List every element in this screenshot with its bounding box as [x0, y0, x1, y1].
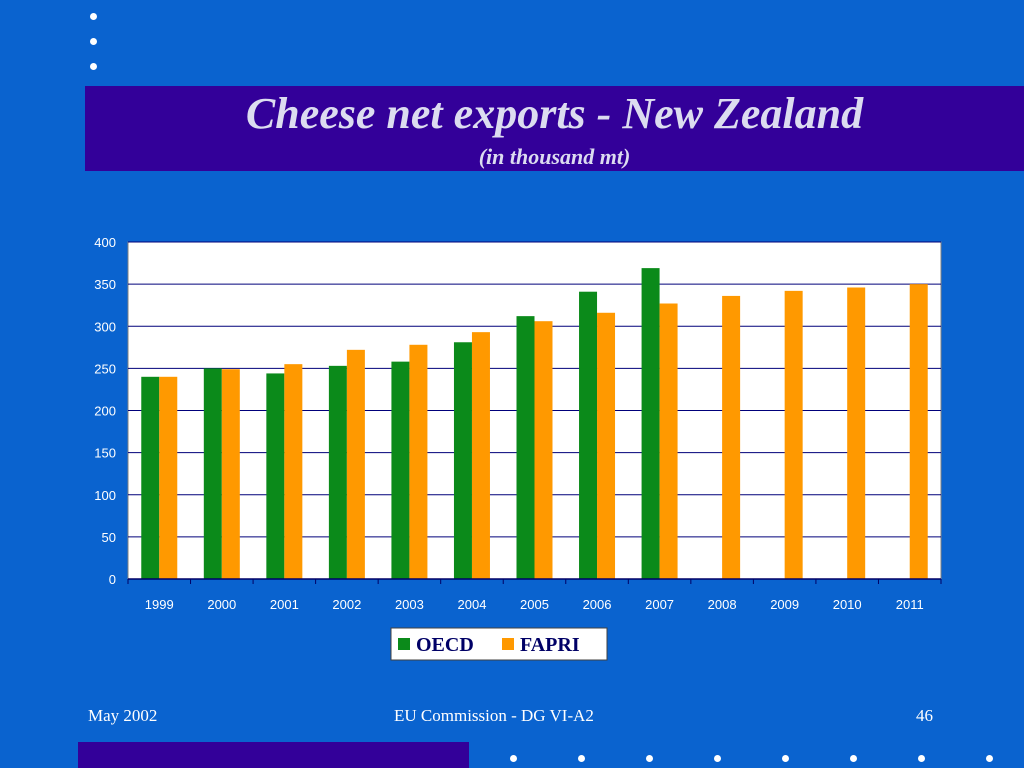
bar-fapri: [534, 321, 553, 579]
slide-title: Cheese net exports - New Zealand: [245, 89, 864, 138]
x-tick-label: 2008: [708, 597, 737, 612]
bar-oecd: [579, 291, 598, 579]
bar-fapri: [722, 295, 741, 579]
y-tick-label: 200: [94, 404, 116, 419]
x-tick-label: 2004: [458, 597, 487, 612]
decor-dot: [646, 755, 653, 762]
y-tick-label: 150: [94, 446, 116, 461]
page-number: 46: [916, 706, 933, 725]
decor-dot: [714, 755, 721, 762]
decor-dot: [90, 13, 97, 20]
bar-fapri: [284, 364, 303, 579]
title-band: Cheese net exports - New Zealand (in tho…: [85, 86, 1024, 171]
x-tick-label: 1999: [145, 597, 174, 612]
decor-dot: [986, 755, 993, 762]
decor-dot: [90, 38, 97, 45]
bar-oecd: [328, 365, 347, 579]
bar-oecd: [641, 268, 660, 579]
y-tick-label: 250: [94, 361, 116, 376]
slide-subtitle: (in thousand mt): [478, 144, 631, 169]
y-tick-label: 350: [94, 277, 116, 292]
bar-oecd: [266, 373, 285, 579]
bar-fapri: [471, 332, 490, 579]
x-tick-label: 2010: [833, 597, 862, 612]
bar-fapri: [597, 312, 616, 579]
bottom-band: [78, 742, 469, 768]
decor-dot: [918, 755, 925, 762]
legend-swatch-oecd: [398, 638, 410, 650]
bar-oecd: [516, 316, 535, 579]
legend-swatch-fapri: [502, 638, 514, 650]
x-tick-label: 2000: [207, 597, 236, 612]
decor-dot: [510, 755, 517, 762]
bar-fapri: [784, 290, 803, 579]
bar-oecd: [453, 342, 472, 579]
y-tick-label: 50: [102, 530, 116, 545]
x-tick-label: 2005: [520, 597, 549, 612]
bar-fapri: [221, 369, 240, 579]
decor-dot: [90, 63, 97, 70]
legend-label-oecd: OECD: [416, 634, 474, 656]
footer-organization: EU Commission - DG VI-A2: [394, 706, 594, 725]
y-tick-label: 300: [94, 319, 116, 334]
x-tick-label: 2003: [395, 597, 424, 612]
legend-box: [390, 627, 608, 661]
x-tick-label: 2011: [896, 597, 924, 612]
bar-fapri: [409, 344, 428, 579]
y-tick-label: 400: [94, 235, 116, 250]
bar-fapri: [909, 284, 928, 579]
bar-oecd: [203, 368, 222, 579]
y-tick-label: 0: [109, 572, 116, 587]
decor-dot: [850, 755, 857, 762]
bar-fapri: [346, 349, 365, 579]
x-tick-label: 2009: [770, 597, 799, 612]
bar-oecd: [391, 361, 410, 579]
decor-dot: [578, 755, 585, 762]
bar-fapri: [159, 376, 178, 579]
bar-fapri: [659, 303, 678, 579]
bar-fapri: [847, 287, 866, 579]
decor-dot: [782, 755, 789, 762]
y-tick-label: 100: [94, 488, 116, 503]
x-tick-label: 2006: [583, 597, 612, 612]
footer-date: May 2002: [88, 706, 158, 725]
bar-oecd: [141, 376, 160, 579]
x-tick-label: 2007: [645, 597, 674, 612]
legend-label-fapri: FAPRI: [520, 634, 580, 656]
x-tick-label: 2001: [270, 597, 299, 612]
x-tick-label: 2002: [332, 597, 361, 612]
